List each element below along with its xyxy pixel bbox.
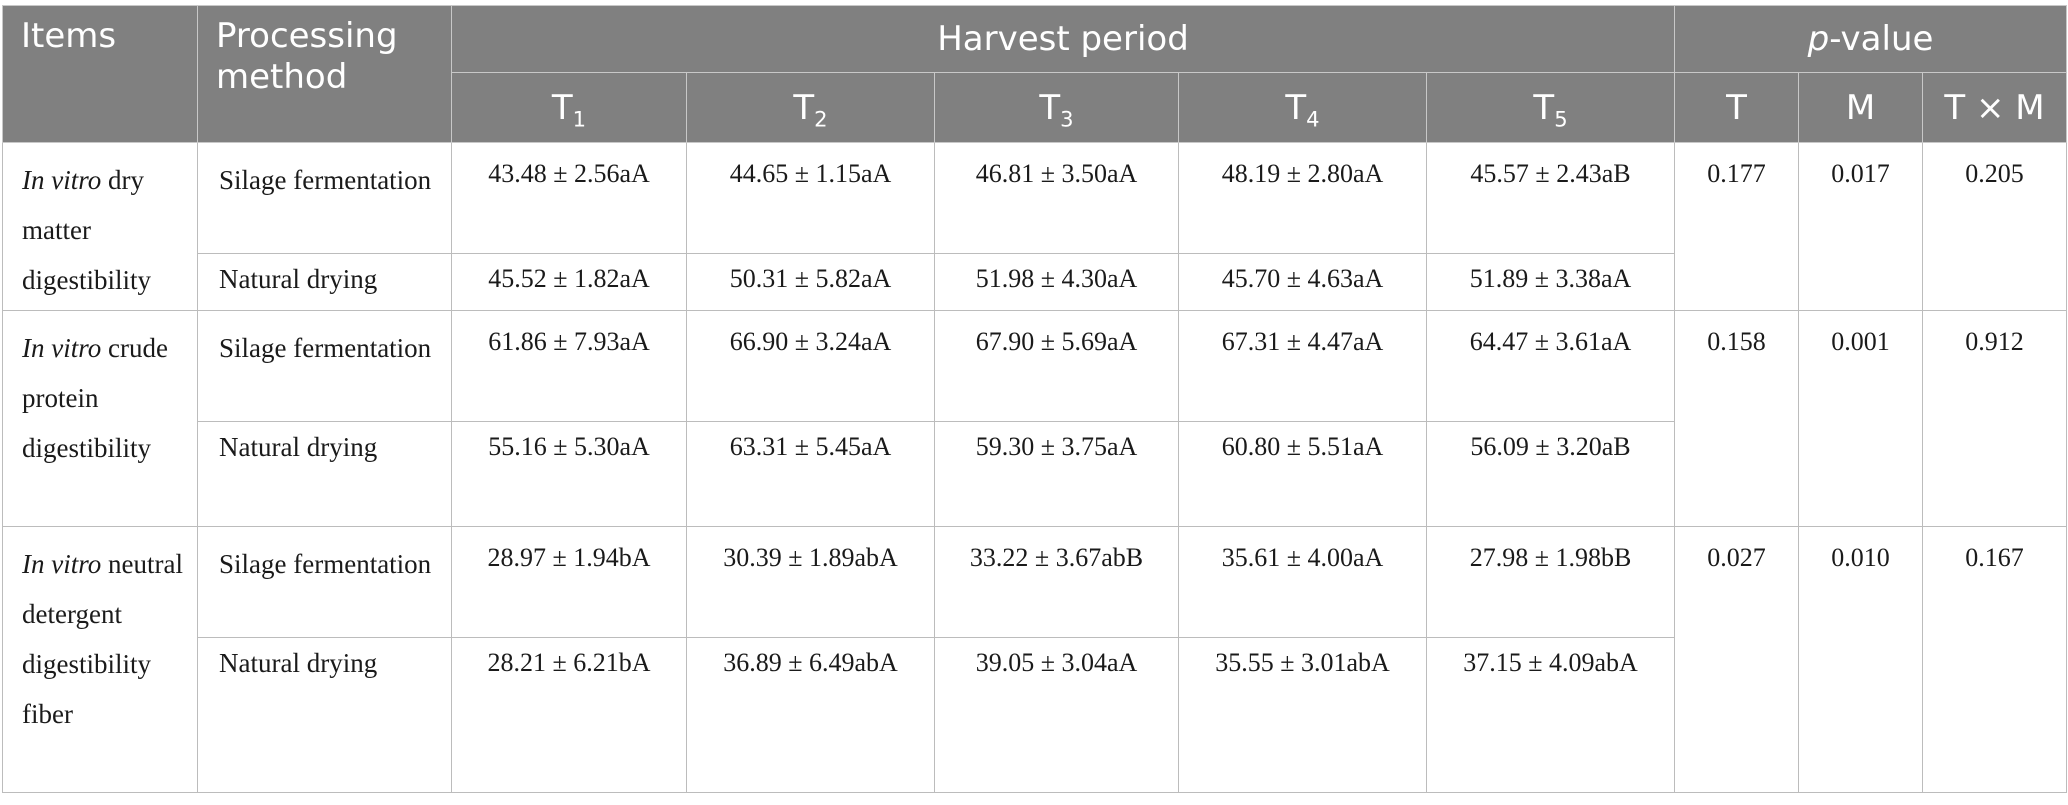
header-items: Items bbox=[2, 5, 198, 143]
value-cell: 56.09 ± 3.20aB bbox=[1425, 421, 1676, 527]
p-value-txm: 0.912 bbox=[1922, 310, 2068, 527]
p-value-m: 0.010 bbox=[1798, 526, 1924, 793]
value-cell: 39.05 ± 3.04aA bbox=[934, 637, 1179, 793]
value-cell: 43.48 ± 2.56aA bbox=[451, 142, 687, 254]
p-value-m: 0.017 bbox=[1798, 142, 1924, 311]
header-harvest-period: Harvest period bbox=[450, 5, 1676, 73]
item-italic: In vitro bbox=[22, 165, 102, 195]
period-sub: 1 bbox=[572, 105, 587, 131]
period-sub: 4 bbox=[1306, 105, 1320, 131]
item-rest: crude protein digestibility bbox=[22, 333, 168, 463]
method-label: Silage fermentation bbox=[197, 142, 452, 254]
header-period-t5: T5 bbox=[1425, 72, 1676, 143]
method-label: Silage fermentation bbox=[197, 310, 452, 422]
header-p-m: M bbox=[1798, 72, 1924, 143]
header-p-t: T bbox=[1674, 72, 1800, 143]
value-cell: 63.31 ± 5.45aA bbox=[686, 421, 935, 527]
header-processing-method: Processing method bbox=[197, 5, 452, 143]
p-value-t: 0.027 bbox=[1674, 526, 1800, 793]
value-cell: 35.61 ± 4.00aA bbox=[1178, 526, 1427, 638]
method-label: Natural drying bbox=[197, 421, 452, 527]
value-cell: 37.15 ± 4.09abA bbox=[1425, 637, 1676, 793]
header-period-t2: T2 bbox=[686, 72, 935, 143]
value-cell: 33.22 ± 3.67abB bbox=[934, 526, 1179, 638]
value-cell: 67.90 ± 5.69aA bbox=[934, 310, 1179, 422]
header-p-value-italic: p bbox=[1807, 19, 1830, 59]
value-cell: 46.81 ± 3.50aA bbox=[934, 142, 1179, 254]
header-row-1: Items Processing method Harvest period p… bbox=[2, 5, 2068, 143]
period-base: T bbox=[793, 87, 815, 128]
p-value-t: 0.158 bbox=[1674, 310, 1800, 527]
value-cell: 55.16 ± 5.30aA bbox=[451, 421, 687, 527]
value-cell: 35.55 ± 3.01abA bbox=[1178, 637, 1427, 793]
value-cell: 67.31 ± 4.47aA bbox=[1178, 310, 1427, 422]
value-cell: 60.80 ± 5.51aA bbox=[1178, 421, 1427, 527]
method-label: Natural drying bbox=[197, 637, 452, 793]
value-cell: 44.65 ± 1.15aA bbox=[686, 142, 935, 254]
header-period-t3: T3 bbox=[934, 72, 1179, 143]
digestibility-table: Items Processing method Harvest period p… bbox=[2, 5, 2068, 793]
header-row-2: T1 T2 T3 T4 T5 T M T × M bbox=[3, 72, 2068, 143]
p-value-m: 0.001 bbox=[1798, 310, 1924, 527]
item-italic: In vitro bbox=[22, 549, 102, 579]
item-rest: dry matter digestibility bbox=[22, 165, 152, 295]
value-cell: 48.19 ± 2.80aA bbox=[1178, 142, 1427, 254]
header-p-txm: T × M bbox=[1922, 72, 2068, 143]
value-cell: 30.39 ± 1.89abA bbox=[686, 526, 935, 638]
value-cell: 27.98 ± 1.98bB bbox=[1425, 526, 1676, 638]
period-base: T bbox=[1039, 87, 1061, 128]
value-cell: 28.97 ± 1.94bA bbox=[451, 526, 687, 638]
p-value-txm: 0.205 bbox=[1922, 142, 2068, 311]
p-value-txm: 0.167 bbox=[1922, 526, 2068, 793]
item-dry-matter: In vitro dry matter digestibility bbox=[2, 142, 198, 311]
p-value-t: 0.177 bbox=[1674, 142, 1800, 311]
method-label: Silage fermentation bbox=[197, 526, 452, 638]
value-cell: 50.31 ± 5.82aA bbox=[686, 253, 935, 311]
item-rest: neutral detergent digestibility fiber bbox=[22, 549, 183, 729]
value-cell: 64.47 ± 3.61aA bbox=[1425, 310, 1676, 422]
header-period-t1: T1 bbox=[451, 72, 687, 143]
period-sub: 5 bbox=[1554, 105, 1568, 131]
item-italic: In vitro bbox=[22, 333, 102, 363]
period-base: T bbox=[551, 87, 573, 128]
method-label: Natural drying bbox=[197, 253, 452, 311]
value-cell: 51.89 ± 3.38aA bbox=[1425, 253, 1676, 311]
table-row: In vitro crude protein digestibility Sil… bbox=[2, 310, 2068, 527]
period-base: T bbox=[1533, 87, 1555, 128]
header-period-t4: T4 bbox=[1178, 72, 1427, 143]
value-cell: 61.86 ± 7.93aA bbox=[451, 310, 687, 422]
period-sub: 2 bbox=[814, 105, 828, 131]
value-cell: 28.21 ± 6.21bA bbox=[451, 637, 687, 793]
value-cell: 45.52 ± 1.82aA bbox=[451, 253, 687, 311]
table-row: In vitro neutral detergent digestibility… bbox=[2, 526, 2068, 793]
period-base: T bbox=[1285, 87, 1307, 128]
table-row: Natural drying 28.21 ± 6.21bA 36.89 ± 6.… bbox=[3, 637, 2067, 793]
header-p-value-rest: -value bbox=[1829, 19, 1934, 59]
value-cell: 66.90 ± 3.24aA bbox=[686, 310, 935, 422]
item-ndf: In vitro neutral detergent digestibility… bbox=[2, 526, 198, 793]
item-crude-protein: In vitro crude protein digestibility bbox=[2, 310, 198, 527]
table-row: In vitro dry matter digestibility Silage… bbox=[2, 142, 2068, 311]
value-cell: 45.70 ± 4.63aA bbox=[1178, 253, 1427, 311]
period-sub: 3 bbox=[1060, 105, 1074, 131]
table-row: Natural drying 55.16 ± 5.30aA 63.31 ± 5.… bbox=[3, 421, 2067, 527]
value-cell: 51.98 ± 4.30aA bbox=[934, 253, 1179, 311]
value-cell: 36.89 ± 6.49abA bbox=[686, 637, 935, 793]
value-cell: 45.57 ± 2.43aB bbox=[1425, 142, 1676, 254]
header-p-value: p-value bbox=[1674, 5, 2068, 73]
table-row: Natural drying 45.52 ± 1.82aA 50.31 ± 5.… bbox=[3, 253, 2067, 311]
value-cell: 59.30 ± 3.75aA bbox=[934, 421, 1179, 527]
